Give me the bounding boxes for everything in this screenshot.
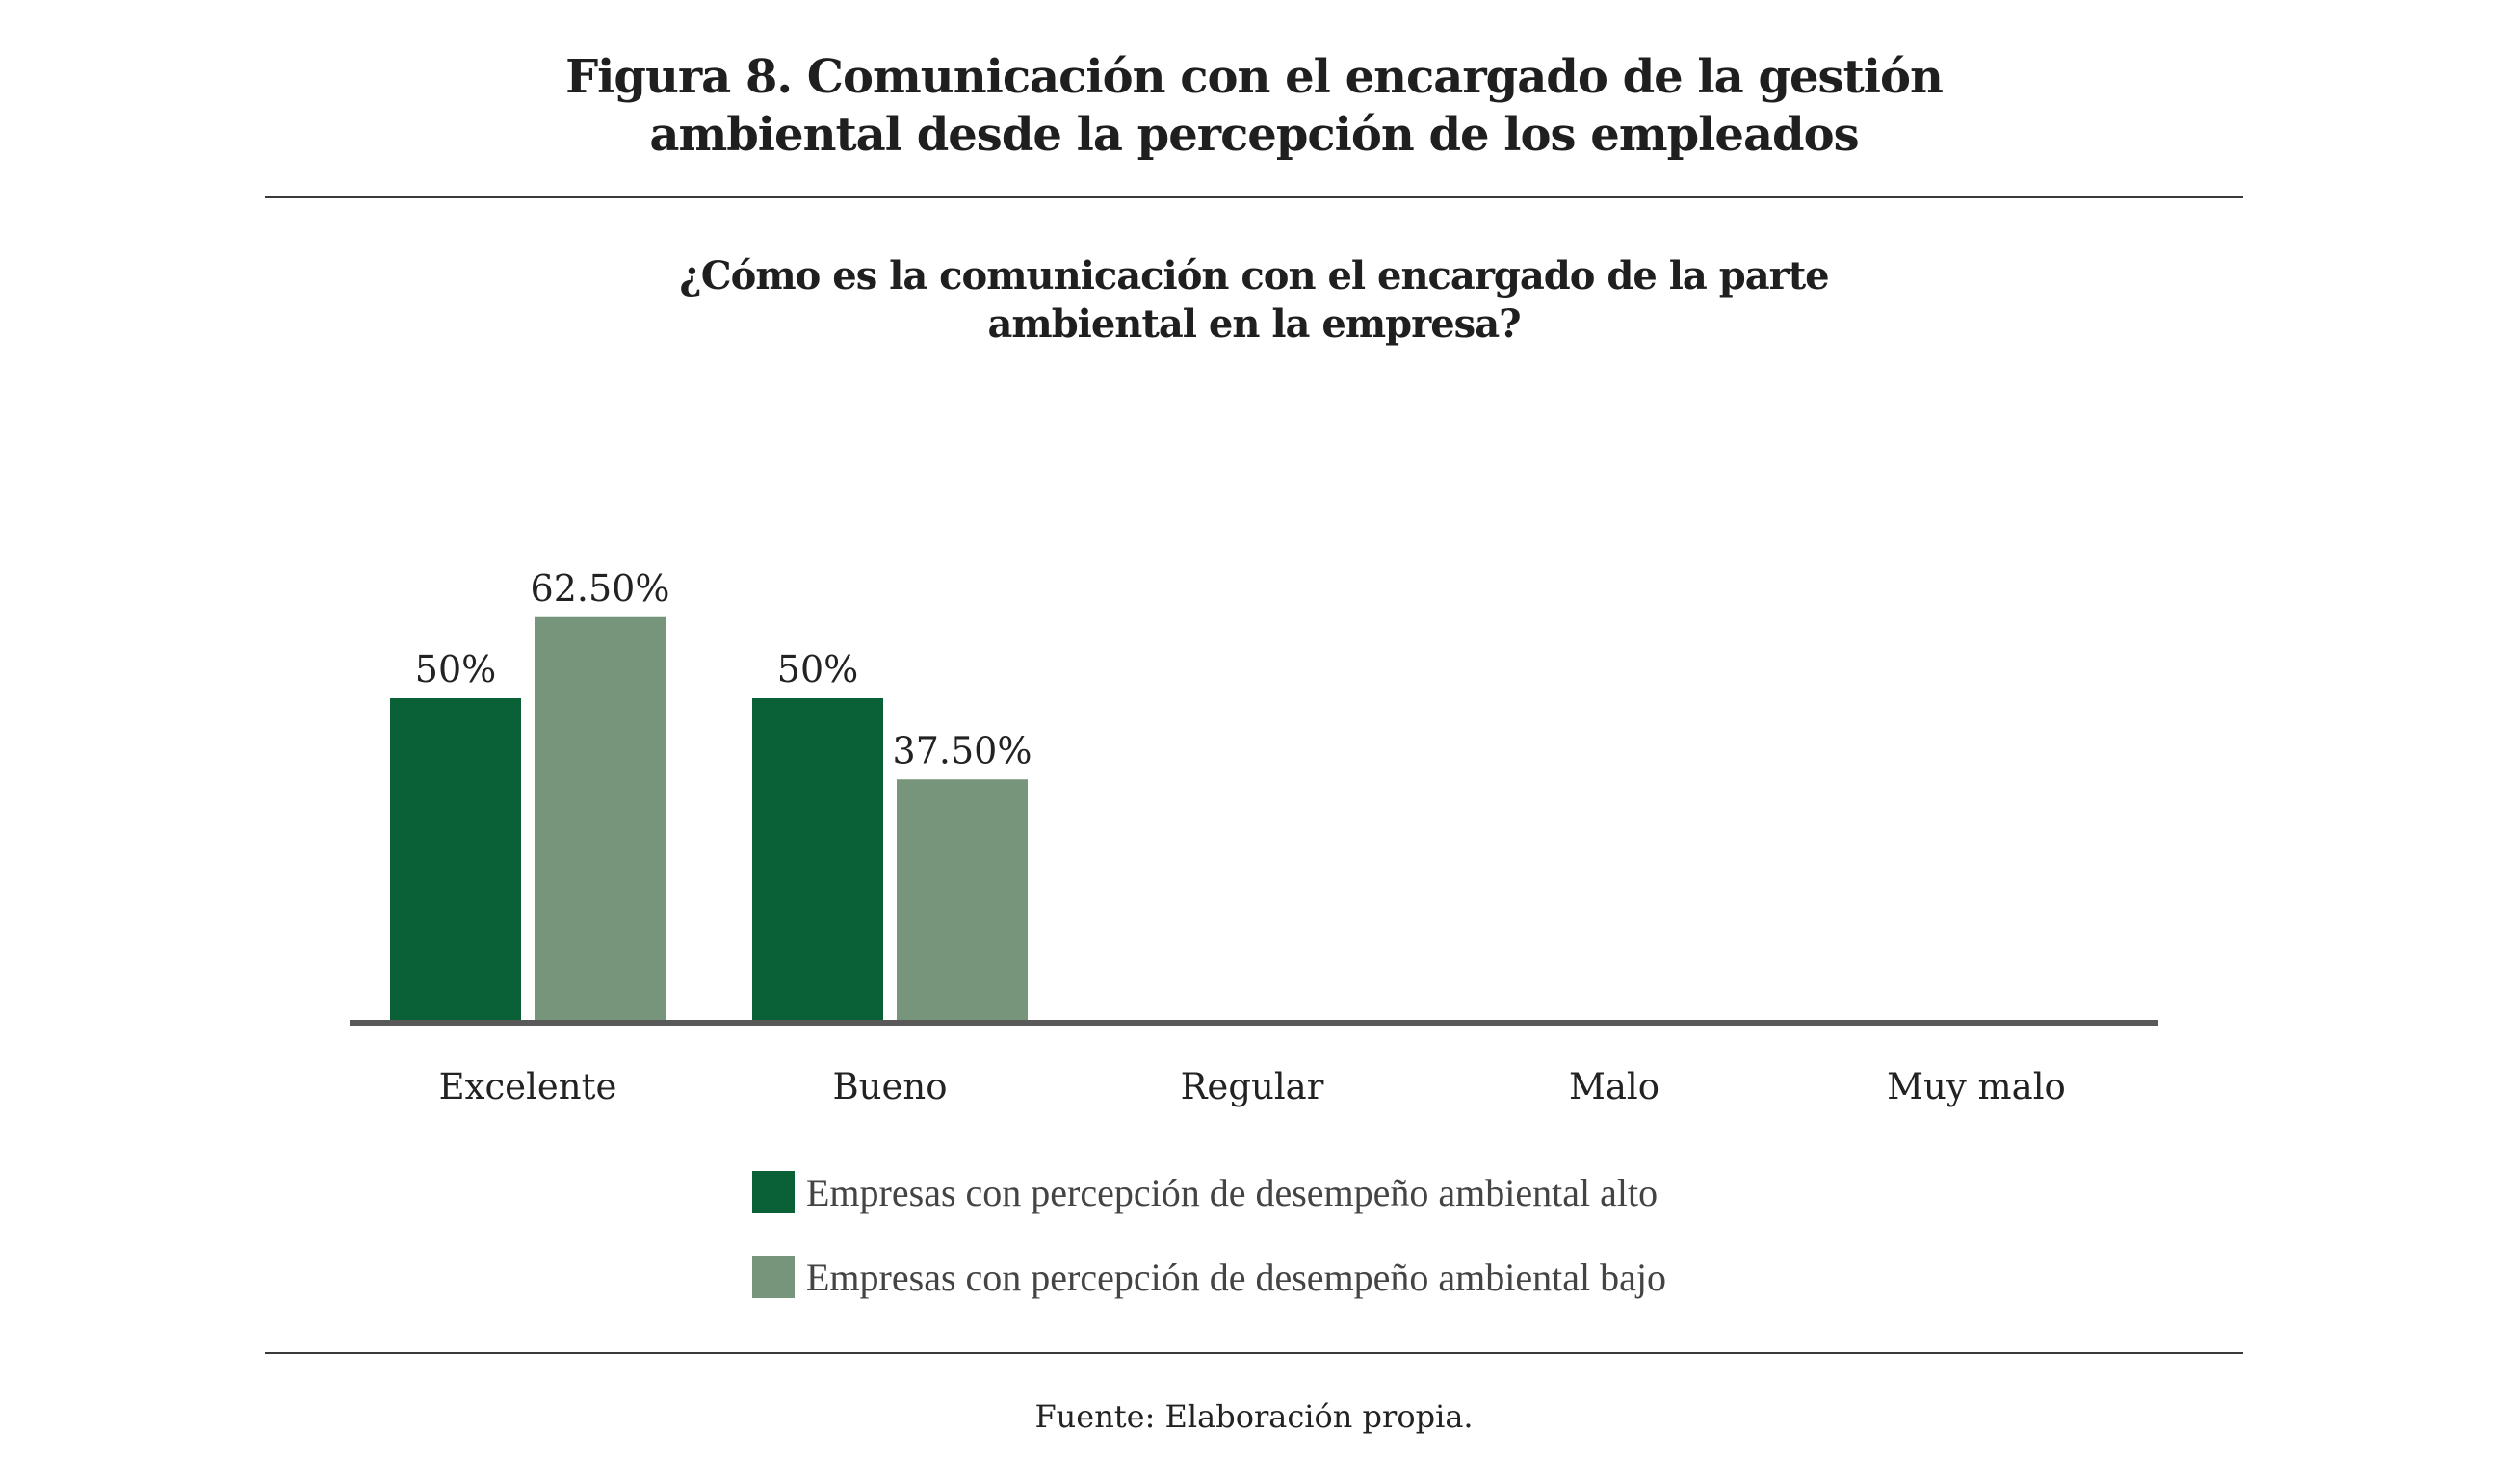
category-label: Malo xyxy=(1569,1066,1659,1107)
legend-item-alto: Empresas con percepción de desempeño amb… xyxy=(752,1167,1666,1217)
category-label: Regular xyxy=(1181,1066,1324,1107)
chart-title-line2: ambiental en la empresa? xyxy=(987,301,1521,347)
legend-label-bajo: Empresas con percepción de desempeño amb… xyxy=(806,1255,1666,1299)
bar-bueno-series-2 xyxy=(897,779,1028,1023)
value-labels-group: 50% 62.50% 50% 37.50% xyxy=(415,567,1032,772)
value-label: 62.50% xyxy=(531,567,670,610)
bar-bueno-series-1 xyxy=(752,698,883,1023)
figure-title-line1: Figura 8. Comunicación con el encargado … xyxy=(565,50,1944,104)
legend-label-alto: Empresas con percepción de desempeño amb… xyxy=(806,1170,1659,1214)
x-axis-line xyxy=(350,1020,2158,1026)
category-label: Bueno xyxy=(832,1066,947,1107)
figure-title: Figura 8. Comunicación con el encargado … xyxy=(265,48,2243,164)
legend-swatch-alto xyxy=(752,1171,795,1213)
source-note: Fuente: Elaboración propia. xyxy=(1034,1398,1474,1435)
top-rule xyxy=(265,196,2243,198)
category-label: Excelente xyxy=(439,1066,617,1107)
chart-title-line1: ¿Cómo es la comunicación con el encargad… xyxy=(679,253,1829,299)
bar-excelente-series-2 xyxy=(535,616,666,1023)
legend-item-bajo: Empresas con percepción de desempeño amb… xyxy=(752,1252,1666,1302)
value-label: 50% xyxy=(777,648,858,690)
bars-group xyxy=(390,616,1028,1023)
bottom-rule xyxy=(265,1352,2243,1354)
bar-excelente-series-1 xyxy=(390,698,521,1023)
category-labels-group: Excelente Bueno Regular Malo Muy malo xyxy=(439,1066,2066,1107)
value-label: 37.50% xyxy=(893,729,1032,771)
value-label: 50% xyxy=(415,648,496,690)
chart-title: ¿Cómo es la comunicación con el encargad… xyxy=(265,252,2243,349)
legend: Empresas con percepción de desempeño amb… xyxy=(752,1167,1666,1337)
category-label: Muy malo xyxy=(1887,1066,2066,1107)
figure-title-line2: ambiental desde la percepción de los emp… xyxy=(649,108,1859,162)
legend-swatch-bajo xyxy=(752,1256,795,1298)
